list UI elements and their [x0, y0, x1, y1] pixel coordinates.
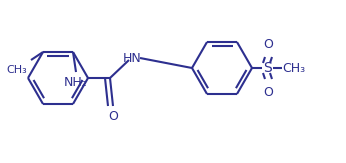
Text: CH₃: CH₃ [282, 61, 306, 74]
Text: NH₂: NH₂ [64, 75, 88, 89]
Text: O: O [108, 110, 118, 123]
Text: S: S [264, 61, 272, 75]
Text: CH₃: CH₃ [7, 65, 27, 75]
Text: O: O [263, 37, 273, 51]
Text: O: O [263, 86, 273, 98]
Text: HN: HN [122, 52, 142, 65]
